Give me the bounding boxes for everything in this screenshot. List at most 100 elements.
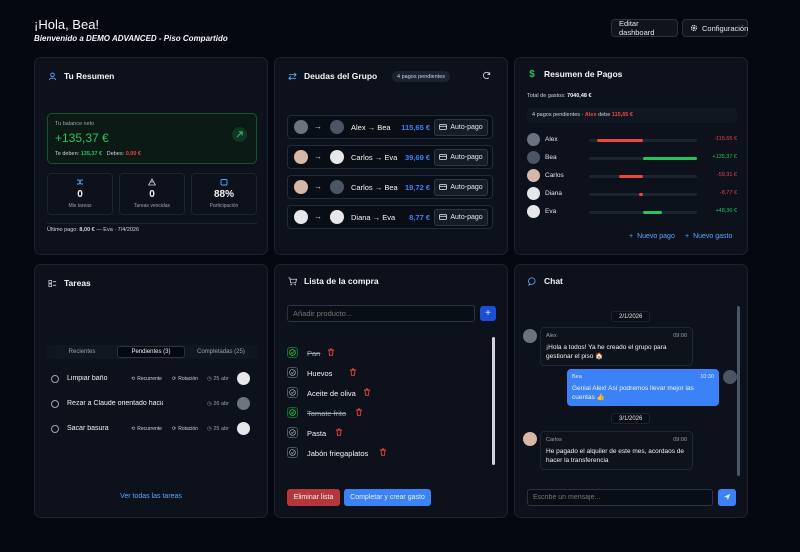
task-row: Rezar a Claude orientado hacia el datace… (51, 397, 251, 411)
arrow-right-icon: → (314, 212, 322, 221)
task-date: ◷ 26 abr (207, 401, 229, 407)
rotation-label: Rotación (178, 426, 198, 432)
payments-title-row: $ Resumen de Pagos (527, 68, 622, 80)
payment-row: Eva +48,36 € (527, 205, 737, 219)
stat-overdue: 0 Tareas vencidas (119, 173, 185, 215)
autopay-button[interactable]: Auto-pago (434, 209, 488, 226)
payment-row: Alex -115,65 € (527, 133, 737, 147)
dollar-icon: $ (529, 68, 535, 80)
task-checkbox[interactable] (51, 400, 59, 408)
task-checkbox[interactable] (51, 375, 59, 383)
message-author: Bea (572, 374, 582, 380)
debt-amount: 39,69 € (404, 153, 430, 162)
list-checks-icon (47, 278, 57, 288)
tab-completed[interactable]: Completadas (25) (197, 349, 245, 355)
trash-icon[interactable] (355, 408, 363, 418)
avatar (330, 180, 344, 194)
balance-bar-fill (643, 157, 697, 160)
last-payment: Último pago: 8,00 € — Eva · 7/4/2026 (47, 223, 257, 237)
settings-button[interactable]: Configuración (682, 19, 748, 37)
tab-recent[interactable]: Recientes (68, 349, 96, 355)
rotation-icon: ⟳ (172, 376, 177, 382)
debt-amount: 8,77 € (409, 213, 430, 222)
task-date-value: 26 abr (213, 401, 229, 407)
autopay-button[interactable]: Auto-pago (434, 119, 488, 136)
new-expense-button[interactable]: + Nuevo gasto (685, 233, 732, 240)
chat-scrollbar[interactable] (737, 306, 740, 476)
send-button[interactable] (718, 489, 736, 506)
card-icon (439, 123, 448, 132)
payments-card: $ Resumen de Pagos Total de gastos: 7040… (514, 57, 748, 255)
message-author: Carlos (546, 437, 562, 443)
avatar (330, 210, 344, 224)
avatar (527, 169, 540, 182)
task-date: ◷ 25 abr (207, 376, 229, 382)
item-checkbox[interactable] (287, 347, 298, 358)
payment-value: -115,65 € (714, 136, 737, 142)
delete-list-button[interactable]: Eliminar lista (287, 489, 340, 506)
item-name: Tomate frito (307, 409, 347, 418)
message-header: Bea 10:30 (572, 373, 714, 382)
task-row: Sacar basura ⟲ Recurrente ⟳ Rotación ◷ 25 abr (51, 422, 251, 436)
shuffle-icon (48, 178, 112, 187)
send-icon (723, 493, 731, 503)
arrow-right-icon: → (314, 152, 322, 161)
task-label: Sacar basura (67, 425, 109, 432)
item-checkbox[interactable] (287, 407, 298, 418)
message-header: Alex 09:00 (546, 332, 687, 341)
payment-row: Diana -8,77 € (527, 187, 737, 201)
task-label: Limpiar baño (67, 375, 108, 382)
item-name: Aceite de oliva (307, 389, 356, 398)
shopping-item: Pasta (287, 425, 467, 441)
item-checkbox[interactable] (287, 447, 298, 458)
chat-card: Chat 2/1/2026 Alex 09:00 ¡Hola a todos! Y… (514, 264, 748, 518)
refresh-icon[interactable] (482, 71, 491, 82)
item-checkbox[interactable] (287, 387, 298, 398)
trash-icon[interactable] (379, 448, 387, 458)
trash-icon[interactable] (327, 348, 335, 358)
autopay-label: Auto-pago (450, 214, 483, 221)
chat-title-row: Chat (527, 276, 563, 286)
avatar (294, 210, 308, 224)
message-author: Alex (546, 333, 557, 339)
chat-bubble-icon (527, 276, 537, 286)
card-icon (439, 213, 448, 222)
trash-icon[interactable] (335, 428, 343, 438)
balance-bar (589, 157, 697, 160)
last-payment-detail: — Eva · 7/4/2026 (96, 227, 140, 233)
rotation-icon: ⟳ (172, 426, 177, 432)
avatar (527, 205, 540, 218)
balance-bar (589, 193, 697, 196)
edit-dashboard-button[interactable]: Editar dashboard (611, 19, 678, 37)
avatar (237, 422, 250, 435)
card-icon (439, 183, 448, 192)
payment-value: +48,36 € (715, 208, 737, 214)
task-date-value: 25 abr (213, 426, 229, 432)
chat-message-input[interactable] (527, 489, 713, 506)
item-checkbox[interactable] (287, 427, 298, 438)
shopping-item: Aceite de oliva (287, 385, 467, 401)
autopay-label: Auto-pago (450, 154, 483, 161)
new-payment-button[interactable]: + Nuevo pago (629, 233, 675, 240)
item-checkbox[interactable] (287, 367, 298, 378)
avatar (527, 133, 540, 146)
payment-row: Bea +135,37 € (527, 151, 737, 165)
balance-bar (589, 175, 697, 178)
add-product-input[interactable] (287, 305, 475, 322)
see-all-tasks-link[interactable]: Ver todas las tareas (120, 493, 182, 500)
new-expense-label: Nuevo gasto (693, 233, 733, 240)
trash-icon[interactable] (349, 368, 357, 378)
add-product-button[interactable]: + (480, 306, 496, 321)
message-text: Genial Alex! Así podremos llevar mejor l… (572, 385, 694, 401)
complete-list-button[interactable]: Completar y crear gasto (344, 489, 431, 506)
dashboard-subtitle: Bienvenido a DEMO ADVANCED - Piso Compar… (34, 34, 228, 43)
autopay-button[interactable]: Auto-pago (434, 179, 488, 196)
task-checkbox[interactable] (51, 425, 59, 433)
tab-pending[interactable]: Pendientes (3) (117, 346, 185, 358)
stat-overdue-label: Tareas vencidas (133, 203, 171, 209)
shopping-scrollbar[interactable] (492, 337, 495, 465)
avatar (294, 180, 308, 194)
autopay-button[interactable]: Auto-pago (434, 149, 488, 166)
rotation-label: Rotación (178, 376, 198, 382)
trash-icon[interactable] (363, 388, 371, 398)
